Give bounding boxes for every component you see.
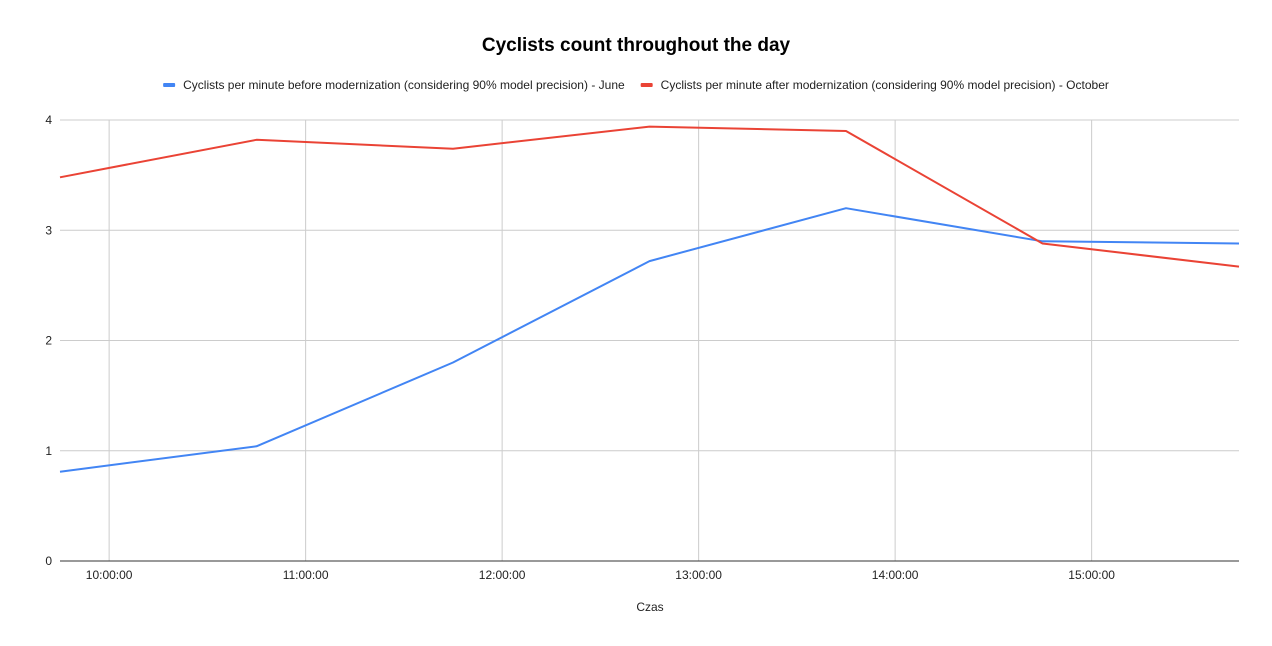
x-tick-label: 10:00:00 bbox=[86, 568, 133, 582]
legend-swatch bbox=[640, 83, 653, 87]
horizontal-gridlines bbox=[60, 119, 1239, 562]
y-tick-label: 1 bbox=[45, 444, 52, 458]
y-tick-label: 0 bbox=[45, 554, 52, 568]
chart-title: Cyclists count throughout the day bbox=[482, 35, 791, 56]
x-tick-label: 14:00:00 bbox=[872, 568, 919, 582]
series-line-1 bbox=[59, 207, 1240, 473]
series-lines bbox=[59, 125, 1240, 473]
legend-swatch bbox=[163, 83, 176, 87]
y-tick-label: 3 bbox=[45, 223, 52, 237]
y-axis-tick-labels: 0 1 2 3 4 bbox=[45, 113, 52, 568]
legend: Cyclists per minute before modernization… bbox=[163, 78, 1109, 92]
x-axis-tick-labels: 10:00:00 11:00:00 12:00:00 13:00:00 14:00:00… bbox=[86, 568, 1116, 582]
legend-item-1: Cyclists per minute before modernization… bbox=[163, 78, 625, 92]
series-line-2 bbox=[59, 125, 1240, 268]
y-tick-label: 4 bbox=[45, 113, 52, 127]
x-axis-title: Czas bbox=[636, 600, 663, 614]
legend-label: Cyclists per minute after modernization … bbox=[661, 78, 1109, 92]
legend-item-2: Cyclists per minute after modernization … bbox=[640, 78, 1109, 92]
x-tick-label: 11:00:00 bbox=[283, 568, 329, 582]
x-tick-label: 12:00:00 bbox=[479, 568, 526, 582]
y-tick-label: 2 bbox=[45, 334, 52, 348]
x-tick-label: 13:00:00 bbox=[675, 568, 722, 582]
x-tick-label: 15:00:00 bbox=[1068, 568, 1115, 582]
legend-label: Cyclists per minute before modernization… bbox=[183, 78, 625, 92]
